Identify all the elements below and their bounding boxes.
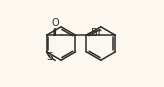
Text: S: S	[46, 52, 53, 62]
Text: O: O	[52, 18, 59, 28]
Text: Br: Br	[91, 28, 101, 38]
